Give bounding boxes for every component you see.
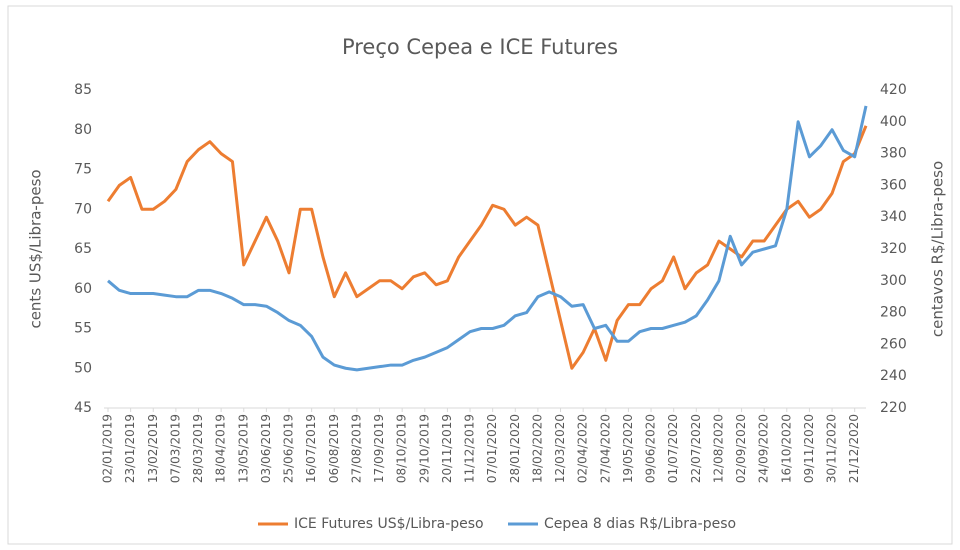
y-tick-label: 85 bbox=[74, 82, 92, 98]
x-tick-label: 28/03/2019 bbox=[191, 414, 205, 483]
x-tick-label: 23/01/2019 bbox=[123, 414, 137, 483]
series-line bbox=[106, 125, 868, 370]
x-tick-label: 29/10/2019 bbox=[417, 414, 431, 483]
x-tick-label: 13/02/2019 bbox=[146, 414, 160, 483]
y-tick-label: 55 bbox=[74, 321, 92, 337]
x-tick-label: 21/12/2020 bbox=[847, 414, 861, 483]
y2-tick-label: 340 bbox=[880, 209, 907, 225]
x-tick-label: 25/06/2019 bbox=[282, 414, 296, 483]
y2-axis-title: centavos R$/Libra-peso bbox=[929, 161, 947, 337]
y2-tick-label: 260 bbox=[880, 336, 907, 352]
x-tick-label: 24/09/2020 bbox=[757, 414, 771, 483]
x-tick-label: 03/06/2019 bbox=[259, 414, 273, 483]
y2-tick-label: 380 bbox=[880, 146, 907, 162]
y2-tick-label: 300 bbox=[880, 273, 907, 289]
x-tick-label: 18/02/2020 bbox=[530, 414, 544, 483]
chart-border bbox=[7, 5, 953, 545]
x-tick-label: 07/03/2019 bbox=[168, 414, 182, 483]
x-tick-label: 01/07/2020 bbox=[666, 414, 680, 483]
x-tick-label: 27/04/2020 bbox=[598, 414, 612, 483]
series-line bbox=[107, 105, 868, 372]
x-tick-label: 02/09/2020 bbox=[734, 414, 748, 483]
x-tick-label: 13/05/2019 bbox=[236, 414, 250, 483]
x-tick-label: 17/09/2019 bbox=[372, 414, 386, 483]
x-tick-label: 19/05/2020 bbox=[621, 414, 635, 483]
y2-tick-label: 420 bbox=[880, 82, 907, 98]
x-tick-label: 08/10/2019 bbox=[395, 414, 409, 483]
x-tick-label: 06/08/2019 bbox=[327, 414, 341, 483]
x-tick-label: 30/11/2020 bbox=[825, 414, 839, 483]
x-tick-label: 20/11/2019 bbox=[440, 414, 454, 483]
y-tick-label: 65 bbox=[74, 241, 92, 257]
x-tick-label: 09/11/2020 bbox=[802, 414, 816, 483]
y-tick-label: 75 bbox=[74, 162, 92, 178]
x-tick-label: 22/07/2020 bbox=[689, 414, 703, 483]
legend-label: ICE Futures US$/Libra-peso bbox=[294, 516, 484, 532]
y2-tick-label: 280 bbox=[880, 305, 907, 321]
x-tick-label: 12/08/2020 bbox=[711, 414, 725, 483]
x-tick-label: 07/01/2020 bbox=[485, 414, 499, 483]
y2-tick-label: 240 bbox=[880, 368, 907, 384]
y-tick-label: 70 bbox=[74, 201, 92, 217]
x-tick-label: 11/12/2019 bbox=[463, 414, 477, 483]
y2-tick-label: 360 bbox=[880, 177, 907, 193]
x-tick-label: 28/01/2020 bbox=[508, 414, 522, 483]
y2-tick-label: 220 bbox=[880, 400, 907, 416]
x-tick-label: 12/03/2020 bbox=[553, 414, 567, 483]
y-tick-label: 80 bbox=[74, 122, 92, 138]
x-tick-label: 02/04/2020 bbox=[576, 414, 590, 483]
y-tick-label: 45 bbox=[74, 400, 92, 416]
legend-label: Cepea 8 dias R$/Libra-peso bbox=[544, 516, 736, 532]
y-axis-title: cents US$/Libra-peso bbox=[27, 169, 45, 328]
x-tick-label: 16/07/2019 bbox=[304, 414, 318, 483]
x-tick-label: 18/04/2019 bbox=[214, 414, 228, 483]
x-tick-label: 09/06/2020 bbox=[644, 414, 658, 483]
x-tick-label: 27/08/2019 bbox=[349, 414, 363, 483]
y-tick-label: 50 bbox=[74, 360, 92, 376]
x-tick-label: 02/01/2019 bbox=[101, 414, 115, 483]
y-tick-label: 60 bbox=[74, 281, 92, 297]
y2-tick-label: 320 bbox=[880, 241, 907, 257]
x-tick-label: 16/10/2020 bbox=[779, 414, 793, 483]
chart-title: Preço Cepea e ICE Futures bbox=[342, 35, 618, 59]
y2-tick-label: 400 bbox=[880, 114, 907, 130]
